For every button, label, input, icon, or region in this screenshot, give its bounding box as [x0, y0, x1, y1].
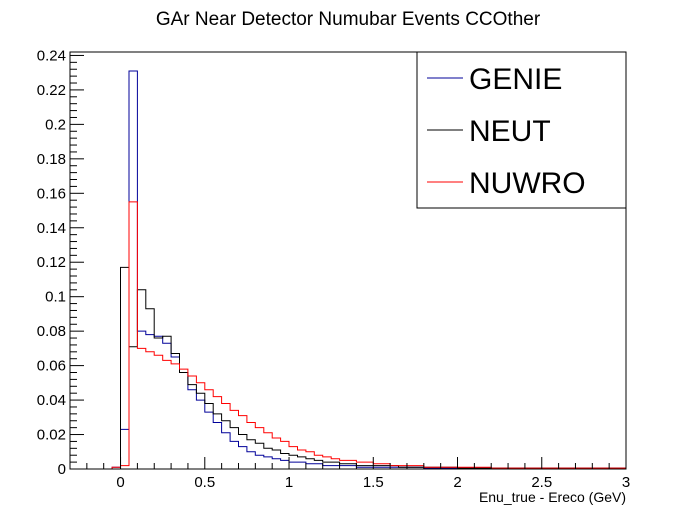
y-tick-label: 0.14 — [37, 220, 66, 237]
chart-title: GAr Near Detector Numubar Events CCOther — [156, 9, 541, 30]
x-tick-label: 2.5 — [531, 474, 552, 491]
x-tick-label: 0.5 — [194, 474, 215, 491]
y-tick-label: 0 — [58, 461, 66, 478]
legend-label-nuwro: NUWRO — [469, 167, 586, 200]
x-tick-label: 1.5 — [363, 474, 384, 491]
y-tick-label: 0.04 — [37, 392, 66, 409]
y-tick-label: 0.02 — [37, 427, 66, 444]
legend: GENIE NEUT NUWRO — [416, 51, 627, 209]
y-tick-label: 0.12 — [37, 254, 66, 271]
legend-label-genie: GENIE — [469, 63, 562, 96]
y-tick-label: 0.22 — [37, 82, 66, 99]
y-tick-label: 0.24 — [37, 47, 66, 64]
x-tick-label: 1 — [285, 474, 293, 491]
x-axis: 0 0.5 1 1.5 2 2.5 3 — [86, 457, 630, 491]
y-tick-label: 0.16 — [37, 185, 66, 202]
y-tick-label: 0.2 — [45, 116, 66, 133]
y-tick-label: 0.1 — [45, 289, 66, 306]
y-axis: 0 0.02 0.04 0.06 0.08 0.1 0.12 0.14 0.16 0.18 0.2 0… — [37, 47, 84, 478]
x-tick-label: 2 — [453, 474, 461, 491]
y-tick-label: 0.06 — [37, 358, 66, 375]
plot-frame — [69, 51, 627, 470]
x-tick-label: 3 — [622, 474, 630, 491]
legend-label-neut: NEUT — [469, 115, 551, 148]
y-tick-label: 0.08 — [37, 323, 66, 340]
x-axis-label: Enu_true - Ereco (GeV) — [479, 489, 626, 505]
x-tick-label: 0 — [116, 474, 124, 491]
y-tick-label: 0.18 — [37, 151, 66, 168]
